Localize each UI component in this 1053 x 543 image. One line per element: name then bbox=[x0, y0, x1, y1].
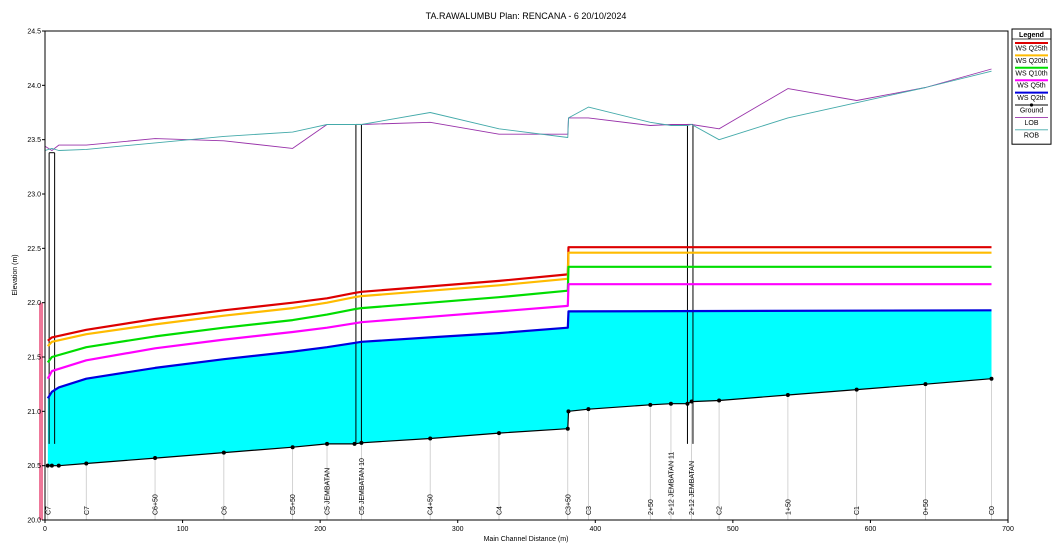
ground-point-15 bbox=[648, 402, 653, 407]
x-tick-label-6: 600 bbox=[865, 526, 877, 533]
station-label-5: C5 JEMBATAN bbox=[325, 468, 332, 515]
station-label-12: 2+12 JEMBATAN 11 bbox=[668, 452, 675, 515]
x-tick-label-0: 0 bbox=[43, 526, 47, 533]
station-label-18: C0 bbox=[989, 506, 996, 515]
series-line-ws-q5th bbox=[46, 283, 992, 380]
y-tick-label-2: 21.0 bbox=[27, 409, 41, 416]
station-label-17: 0+50 bbox=[923, 499, 930, 515]
x-tick-label-3: 300 bbox=[452, 526, 464, 533]
pink-marker-bar bbox=[39, 302, 43, 520]
chart-title: TA.RAWALUMBU Plan: RENCANA - 6 20/10/202… bbox=[426, 11, 627, 21]
ground-point-2 bbox=[56, 463, 61, 468]
series-line-ws-q2th bbox=[46, 309, 992, 399]
x-tick-label-2: 200 bbox=[314, 526, 326, 533]
ground-point-22 bbox=[923, 382, 928, 387]
ground-point-13 bbox=[566, 409, 571, 414]
ground-point-18 bbox=[689, 399, 694, 404]
x-tick-label-7: 700 bbox=[1002, 526, 1014, 533]
legend-title: Legend bbox=[1019, 32, 1044, 39]
y-tick-label-1: 20.5 bbox=[27, 463, 41, 470]
legend-label-1: WS Q20th bbox=[1015, 58, 1047, 65]
series-line-lob bbox=[44, 68, 992, 151]
y-tick-label-0: 20.0 bbox=[27, 518, 41, 525]
ground-point-19 bbox=[717, 398, 722, 403]
series-line-ground bbox=[47, 378, 992, 467]
y-axis-label: Elevation (m) bbox=[12, 254, 19, 295]
station-label-7: C4+50 bbox=[428, 494, 435, 515]
y-tick-label-4: 22.0 bbox=[27, 300, 41, 307]
ground-point-8 bbox=[352, 441, 357, 446]
ground-point-5 bbox=[221, 450, 226, 455]
ground-point-12 bbox=[565, 426, 570, 431]
ground-point-16 bbox=[668, 401, 673, 406]
station-label-8: C4 bbox=[496, 506, 503, 515]
station-label-14: C2 bbox=[717, 506, 724, 515]
legend-label-6: LOB bbox=[1024, 120, 1038, 127]
ground-point-11 bbox=[496, 431, 501, 436]
station-label-3: C6 bbox=[221, 506, 228, 515]
station-label-4: C5+50 bbox=[290, 494, 297, 515]
legend-box bbox=[1011, 28, 1052, 145]
station-label-16: C1 bbox=[854, 506, 861, 515]
y-tick-label-6: 23.0 bbox=[27, 192, 41, 199]
ground-point-21 bbox=[854, 387, 859, 392]
water-fill bbox=[47, 310, 992, 466]
legend: Legend WS Q25th WS Q20th WS Q10th WS Q5th WS … bbox=[1011, 28, 1052, 145]
ground-point-6 bbox=[290, 445, 295, 450]
plot-frame bbox=[44, 30, 1009, 521]
ground-point-9 bbox=[359, 440, 364, 445]
legend-label-3: WS Q5th bbox=[1017, 83, 1046, 90]
station-label-13: 2+12 JEMBATAN bbox=[689, 461, 696, 515]
ground-point-3 bbox=[84, 461, 89, 466]
station-label-10: C3 bbox=[586, 506, 593, 515]
legend-label-7: ROB bbox=[1024, 132, 1040, 139]
ground-point-0 bbox=[45, 463, 50, 468]
series-line-ws-q20th bbox=[47, 251, 992, 347]
ground-point-20 bbox=[785, 393, 790, 398]
series-line-ws-q10th bbox=[46, 265, 992, 364]
station-label-6: C5 JEMBATAN 10 bbox=[359, 458, 366, 515]
y-tick-label-8: 24.0 bbox=[27, 83, 41, 90]
station-label-2: C6+50 bbox=[153, 494, 160, 515]
station-label-9: C3+50 bbox=[565, 494, 572, 515]
legend-label-4: WS Q2th bbox=[1017, 95, 1046, 102]
x-axis-label: Main Channel Distance (m) bbox=[484, 536, 569, 543]
ground-point-17 bbox=[685, 401, 690, 406]
legend-label-5: Ground bbox=[1020, 108, 1043, 115]
ground-point-7 bbox=[325, 441, 330, 446]
ground-point-10 bbox=[428, 436, 433, 441]
y-tick-label-9: 24.5 bbox=[27, 29, 41, 36]
series-line-rob bbox=[44, 70, 992, 151]
x-tick-label-1: 100 bbox=[177, 526, 189, 533]
y-tick-label-7: 23.5 bbox=[27, 137, 41, 144]
legend-swatch-marker bbox=[1029, 103, 1034, 107]
series-line-ws-q25th bbox=[47, 246, 992, 342]
x-tick-label-5: 500 bbox=[727, 526, 739, 533]
ground-point-14 bbox=[586, 407, 591, 412]
station-label-0: C7 bbox=[45, 506, 52, 515]
station-label-11: 2+50 bbox=[648, 499, 655, 515]
y-tick-label-3: 21.5 bbox=[27, 355, 41, 362]
y-tick-label-5: 22.5 bbox=[27, 246, 41, 253]
x-tick-label-4: 400 bbox=[589, 526, 601, 533]
station-label-15: 1+50 bbox=[785, 499, 792, 515]
legend-label-2: WS Q10th bbox=[1015, 70, 1047, 77]
ground-point-1 bbox=[49, 463, 54, 468]
ground-point-23 bbox=[989, 376, 994, 381]
ground-point-4 bbox=[153, 456, 158, 461]
legend-label-0: WS Q25th bbox=[1015, 46, 1047, 53]
station-label-1: C7 bbox=[84, 506, 91, 515]
